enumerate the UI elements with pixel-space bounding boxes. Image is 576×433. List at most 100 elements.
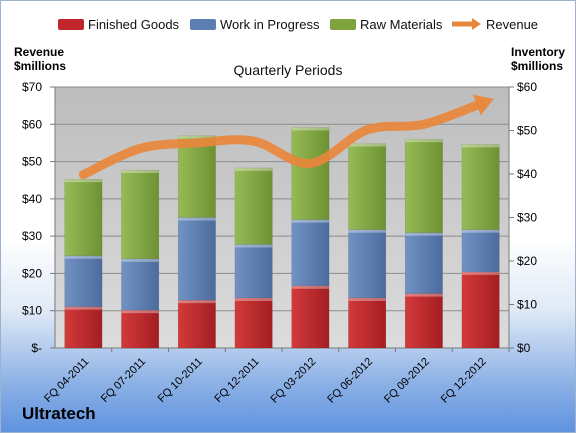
revenue-line [78,99,486,180]
bar-finished-goods [291,285,330,349]
bar-finished-goods-edge [121,310,159,314]
bar-finished-goods [121,309,160,349]
x-tick-label: FQ 04-2011 [42,356,91,405]
legend-item-work-in-progress: Work in Progress [190,14,319,34]
bar-finished-goods [177,299,216,349]
legend-swatch-raw-materials [330,18,356,30]
legend-item-raw-materials: Raw Materials [330,14,442,34]
bar-raw-materials [64,178,103,257]
bar-raw-materials [234,167,273,245]
legend-item-finished-goods: Finished Goods [58,14,179,34]
bar-raw-materials [404,138,443,233]
bar-raw-materials-edge [178,135,216,139]
left-tick-label: $10 [22,304,42,318]
right-axis-title-line2: $millions [511,59,564,73]
bar-work-in-progress [404,232,443,294]
revenue-point [195,141,199,145]
bar-finished-goods-edge [405,293,443,297]
revenue-point [252,139,256,143]
x-tick-label: FQ 09-2012 [382,356,432,406]
legend-label-work-in-progress: Work in Progress [220,16,320,32]
right-tick-label: $30 [517,211,537,225]
bar-raw-materials [461,144,500,230]
bar-raw-materials [291,127,330,220]
bar-raw-materials-edge [64,179,103,183]
bar-raw-materials-edge [121,170,159,174]
bar-work-in-progress-edge [121,258,159,262]
bar-work-in-progress-edge [64,255,103,259]
bar-finished-goods [64,306,103,349]
bar-work-in-progress [64,255,103,307]
legend-arrow-icon [452,18,481,30]
right-axis-title: Inventory $millions [511,45,565,73]
left-tick-label: $60 [22,117,42,131]
left-tick-label: $20 [22,266,42,280]
right-axis-title-line1: Inventory [511,45,566,59]
revenue-arrowhead [473,94,494,116]
right-tick-label: $10 [517,298,537,312]
revenue-point [422,122,426,126]
left-tick-label: $- [31,341,42,355]
bar-work-in-progress-edge [291,219,330,223]
bar-work-in-progress-edge [348,229,386,233]
chart-subtitle: Quarterly Periods [233,62,343,78]
revenue-point [308,161,312,165]
legend-item-revenue: Revenue [450,14,538,34]
right-tick-label: $50 [517,124,537,138]
x-tick-label: FQ 12-2011 [212,356,261,405]
x-tick-label: FQ 06-2012 [325,356,375,406]
left-tick-label: $40 [22,192,42,206]
bar-finished-goods-edge [348,297,386,301]
bar-raw-materials [348,143,387,230]
bar-raw-materials-edge [461,144,500,148]
bar-work-in-progress [177,217,216,301]
right-tick-label: $60 [517,80,537,94]
right-tick-label: $20 [517,254,537,268]
bar-work-in-progress-edge [461,229,500,233]
legend-label-revenue: Revenue [486,16,539,32]
bar-finished-goods-edge [461,271,500,275]
bar-finished-goods [348,297,387,349]
legend-label-raw-materials: Raw Materials [360,16,443,32]
bar-raw-materials [177,135,216,218]
left-axis-title-line1: Revenue [14,45,65,59]
bar-raw-materials-edge [348,143,386,147]
bar-finished-goods [461,271,500,349]
bar-work-in-progress [461,229,500,273]
legend: Finished Goods Work in Progress Raw Mate… [0,14,576,34]
x-tick-label: FQ 07-2011 [99,356,148,405]
bar-work-in-progress [234,244,273,299]
legend-label-finished-goods: Finished Goods [88,16,180,32]
left-tick-label: $30 [22,229,42,243]
bar-finished-goods-edge [291,285,330,289]
right-tick-label: $40 [517,167,537,181]
x-tick-label: FQ 12-2012 [439,356,489,406]
bar-raw-materials-edge [405,139,443,143]
revenue-point [81,173,85,177]
legend-swatch-finished-goods [58,18,84,30]
bar-finished-goods [404,293,443,349]
left-axis-title: Revenue $millions [14,45,66,73]
x-tick-label: FQ 10-2011 [156,356,205,405]
left-tick-label: $70 [22,80,42,94]
bar-work-in-progress-edge [405,232,443,236]
bar-raw-materials [121,169,160,260]
bar-work-in-progress [348,229,387,299]
revenue-point [365,128,369,132]
bar-finished-goods-edge [64,306,103,310]
legend-swatch-work-in-progress [190,18,216,30]
bar-work-in-progress [121,258,160,311]
left-axis-title-line2: $millions [14,59,67,73]
bar-raw-materials-edge [291,127,330,131]
right-tick-label: $0 [517,341,531,355]
bar-work-in-progress-edge [178,217,216,221]
bar-finished-goods-edge [234,297,273,301]
bar-finished-goods [234,297,273,349]
bar-raw-materials-edge [234,167,273,171]
bar-work-in-progress [291,219,330,287]
revenue-point [138,147,142,151]
company-name: Ultratech [22,404,96,423]
x-tick-label: FQ 03-2012 [269,356,319,406]
bar-finished-goods-edge [178,300,216,304]
